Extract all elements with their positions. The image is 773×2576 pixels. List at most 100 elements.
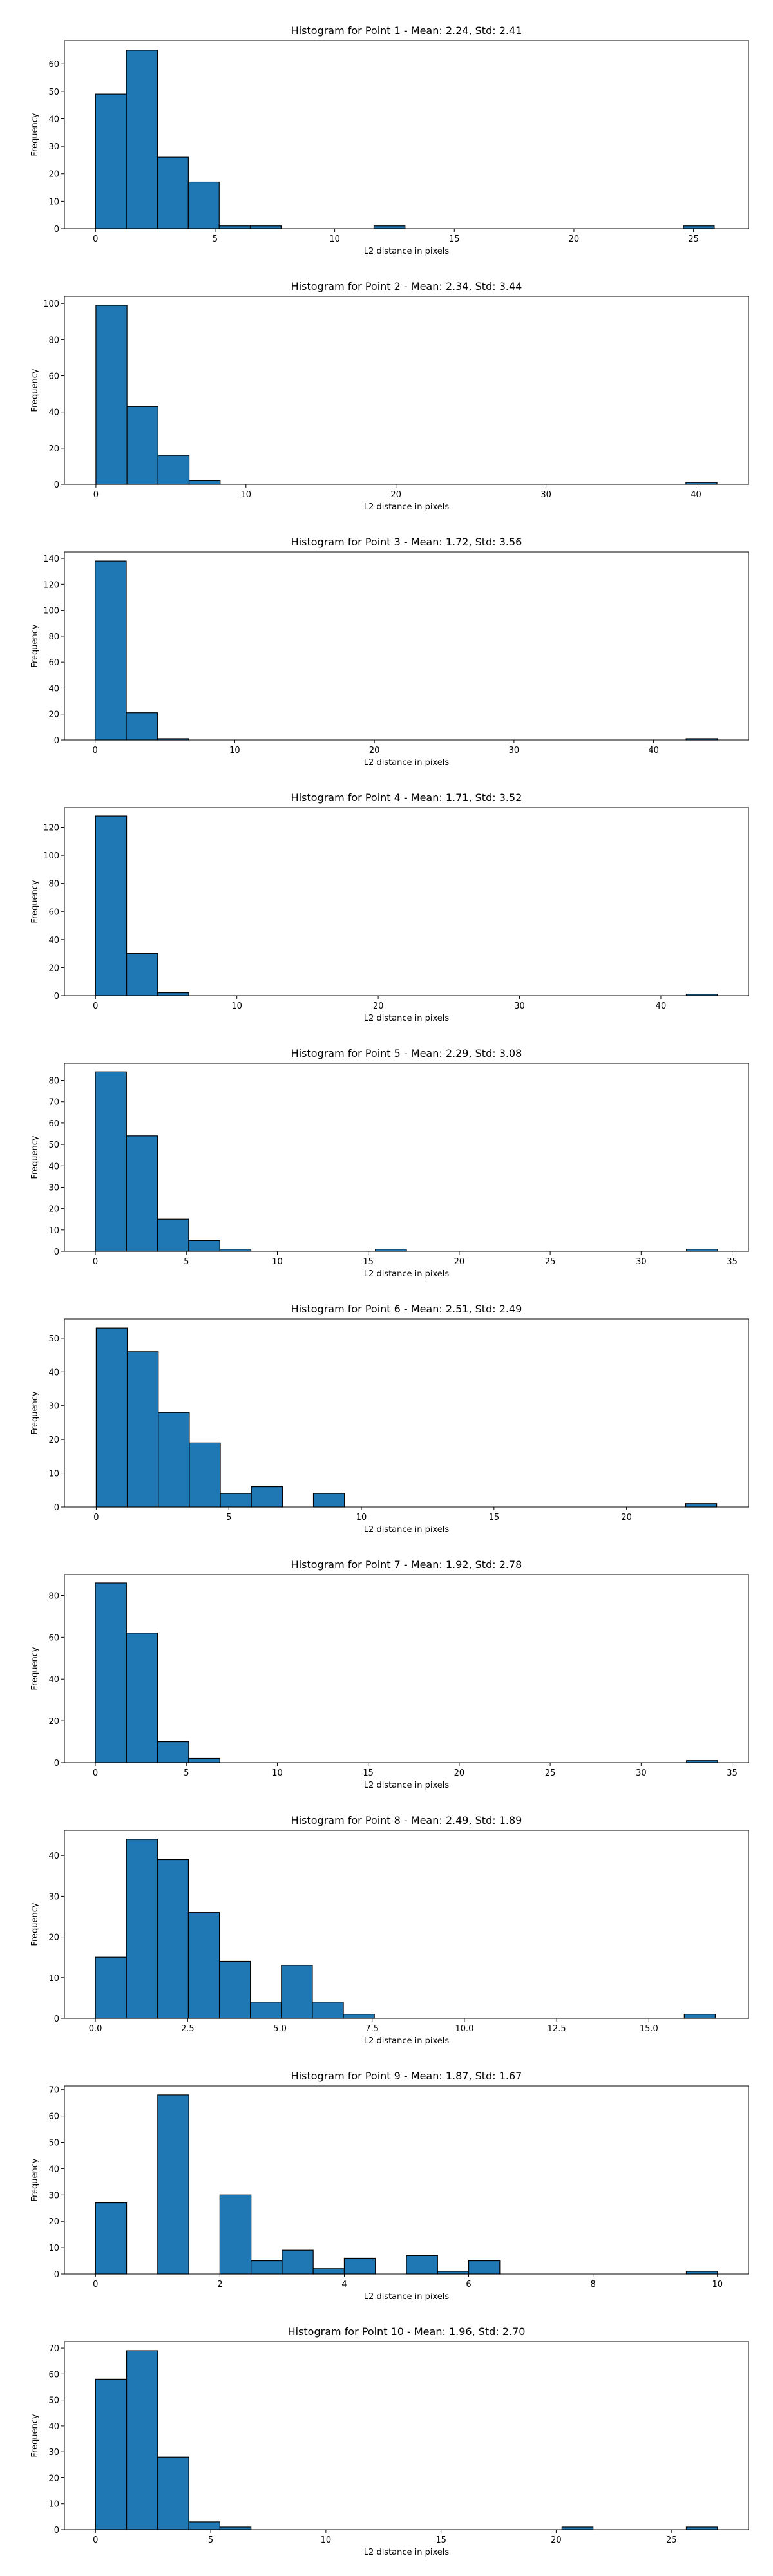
bars [95, 815, 718, 996]
y-tick-label: 70 [48, 2344, 59, 2354]
histogram-bar [343, 2014, 375, 2019]
x-axis: 0 5 10 15 20 25 [93, 229, 699, 244]
y-tick-label: 0 [54, 2526, 59, 2535]
y-tick-label: 20 [48, 1933, 59, 1943]
y-tick-label: 30 [48, 2448, 59, 2458]
histogram-bar [158, 1412, 190, 1508]
chart-title: Histogram for Point 2 - Mean: 2.34, Std:… [291, 280, 522, 292]
histogram-bar [189, 1442, 221, 1508]
x-axis-label: L2 distance in pixels [364, 1269, 450, 1279]
x-tick-label: 20 [454, 1768, 465, 1778]
y-tick-label: 30 [48, 142, 59, 152]
histogram-bar [249, 225, 282, 229]
x-tick-label: 10 [231, 1001, 242, 1011]
x-tick-label: 10 [712, 2280, 723, 2289]
plot-frame [64, 1574, 749, 1763]
x-tick-label: 40 [648, 746, 659, 755]
chart-title: Histogram for Point 5 - Mean: 2.29, Std:… [291, 1047, 522, 1059]
y-axis-label: Frequency [30, 1902, 40, 1946]
y-tick-label: 40 [48, 1162, 59, 1171]
histogram-bar [437, 2271, 470, 2275]
x-tick-label: 20 [373, 1001, 384, 1011]
x-tick-label: 10 [272, 1768, 283, 1778]
y-tick-label: 20 [48, 963, 59, 973]
x-tick-label: 10 [329, 234, 340, 244]
x-tick-label: 15 [489, 1513, 500, 1522]
histogram-bar [126, 1135, 158, 1252]
bars [95, 2094, 718, 2275]
x-axis-label: L2 distance in pixels [364, 1525, 450, 1535]
x-axis-label: L2 distance in pixels [364, 2036, 450, 2046]
x-tick-label: 5 [184, 1257, 189, 1267]
plot-frame [64, 1830, 749, 2019]
x-tick-label: 0.0 [89, 2024, 102, 2034]
histogram-bar [95, 1582, 127, 1763]
y-tick-label: 10 [48, 1226, 59, 1236]
histogram-bar [157, 1741, 189, 1763]
y-tick-label: 60 [48, 2112, 59, 2122]
x-axis: 0 10 20 30 40 [93, 996, 666, 1011]
y-tick-label: 60 [48, 372, 59, 382]
x-tick-label: 0 [93, 1768, 98, 1778]
x-tick-label: 5 [208, 2535, 213, 2545]
x-axis: 0 5 10 15 20 25 30 35 [93, 1763, 738, 1778]
y-tick-label: 0 [54, 2014, 59, 2024]
histogram-bar [220, 1493, 252, 1508]
y-tick-label: 100 [43, 607, 59, 616]
histogram-bar [95, 93, 127, 229]
y-axis-label: Frequency [30, 624, 40, 667]
y-tick-label: 40 [48, 2164, 59, 2174]
plot-frame [64, 40, 749, 229]
bars [95, 1327, 718, 1508]
x-tick-label: 10 [356, 1513, 367, 1522]
x-tick-label: 0 [93, 1513, 99, 1522]
x-tick-label: 7.5 [365, 2024, 379, 2034]
y-tick-label: 20 [48, 1717, 59, 1727]
y-axis: 0 10 20 30 40 50 60 70 [48, 2344, 64, 2535]
histogram-bar [343, 2257, 376, 2275]
x-tick-label: 10.0 [455, 2024, 473, 2034]
x-tick-label: 20 [390, 490, 401, 500]
y-tick-label: 60 [48, 658, 59, 668]
x-tick-label: 8 [590, 2280, 595, 2289]
y-tick-label: 0 [54, 480, 59, 490]
y-tick-label: 10 [48, 2500, 59, 2510]
x-tick-label: 5 [184, 1768, 189, 1778]
histogram-bar [685, 2271, 718, 2275]
y-tick-label: 80 [48, 632, 59, 642]
chart-title: Histogram for Point 8 - Mean: 2.49, Std:… [291, 1814, 522, 1826]
x-tick-label: 0 [93, 1001, 98, 1011]
x-tick-label: 20 [369, 746, 380, 755]
x-axis-label: L2 distance in pixels [364, 247, 450, 256]
y-axis: 0 20 40 60 80 [48, 1591, 64, 1768]
histogram-bar [95, 560, 127, 741]
plot-frame [64, 807, 749, 996]
y-tick-label: 60 [48, 1633, 59, 1643]
histogram-panel-4: Histogram for Point 4 - Mean: 1.71, Std:… [30, 791, 749, 1023]
y-tick-label: 20 [48, 2217, 59, 2227]
y-tick-label: 50 [48, 88, 59, 97]
x-tick-label: 30 [636, 1768, 647, 1778]
y-tick-label: 20 [48, 2474, 59, 2483]
histogram-bar [219, 2194, 252, 2275]
y-tick-label: 40 [48, 115, 59, 124]
chart-title: Histogram for Point 4 - Mean: 1.71, Std:… [291, 791, 522, 804]
x-tick-label: 10 [321, 2535, 332, 2545]
x-tick-label: 25 [666, 2535, 677, 2545]
x-tick-label: 15 [363, 1768, 374, 1778]
x-tick-label: 25 [545, 1768, 556, 1778]
x-tick-label: 5.0 [273, 2024, 287, 2034]
x-tick-label: 0 [93, 746, 98, 755]
x-tick-label: 0 [93, 2280, 98, 2289]
y-tick-label: 0 [54, 1503, 59, 1513]
x-tick-label: 25 [688, 234, 699, 244]
histogram-bar [406, 2255, 438, 2275]
y-axis: 0 20 40 60 80 100 120 140 [43, 554, 64, 746]
y-axis-label: Frequency [30, 1391, 40, 1434]
histogram-bar [468, 2260, 501, 2275]
histogram-panel-10: Histogram for Point 10 - Mean: 1.96, Std… [30, 2325, 749, 2557]
histogram-bar [126, 953, 158, 996]
histogram-bar [95, 2378, 128, 2530]
x-tick-label: 15 [363, 1257, 374, 1267]
y-tick-label: 70 [48, 2086, 59, 2096]
